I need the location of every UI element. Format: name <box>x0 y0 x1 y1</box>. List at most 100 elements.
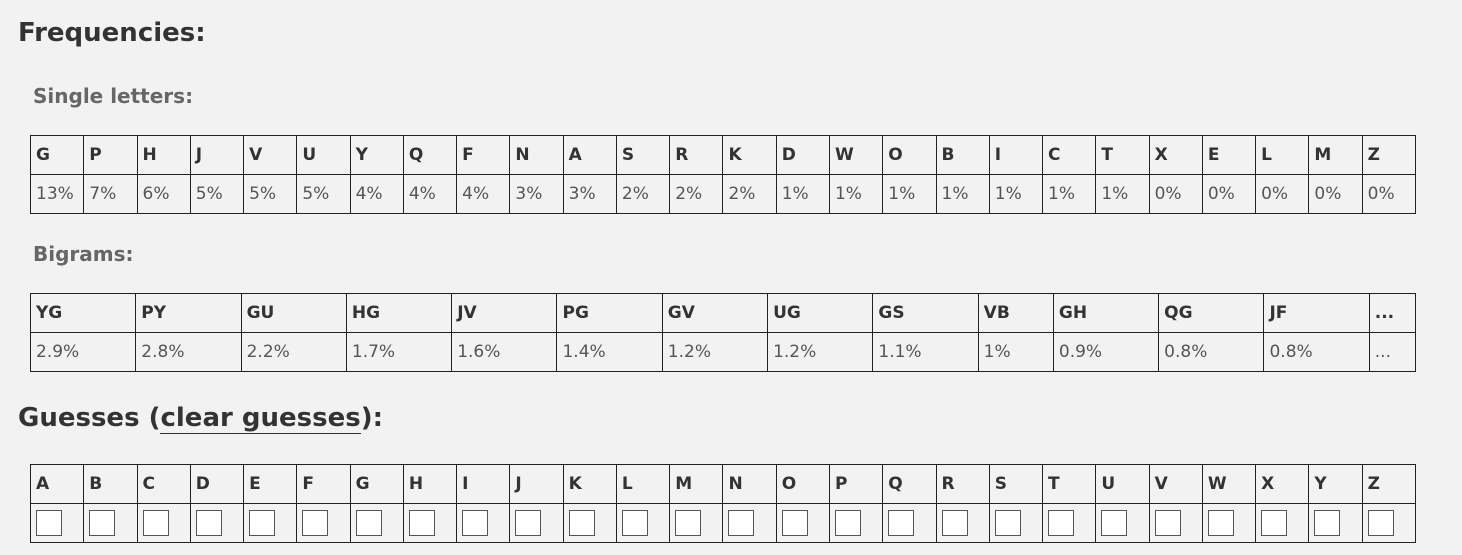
percent-cell: 1% <box>775 174 830 214</box>
guess-input-cell <box>1201 503 1257 543</box>
letter-cell: Q <box>402 135 458 175</box>
guess-input[interactable] <box>888 510 915 536</box>
bigram-percent-cell: 2.8% <box>135 332 242 372</box>
bigram-percent-cell: 0.8% <box>1158 332 1265 372</box>
guess-input[interactable] <box>408 510 435 536</box>
bigram-cell: PY <box>135 293 242 333</box>
guess-input[interactable] <box>36 510 62 536</box>
percent-cell: 1% <box>1095 174 1150 214</box>
letter-cell: F <box>456 135 511 175</box>
letter-cell: J <box>189 135 245 175</box>
percent-cell: 2% <box>669 174 724 214</box>
letter-cell: X <box>1148 135 1203 175</box>
guess-input[interactable] <box>834 510 861 536</box>
bigram-cell: YG <box>29 293 137 333</box>
letter-cell: N <box>509 135 564 175</box>
letter-cell: V <box>243 135 298 175</box>
bigram-percent-row: 2.9% 2.8% 2.2% 1.7% 1.6% 1.4% 1.2% 1.2% 1.1% 1% 0.… <box>29 332 1417 372</box>
letter-cell: R <box>669 135 724 175</box>
bigram-percent-cell: 1.2% <box>767 332 874 372</box>
bigrams-heading: Bigrams: <box>33 242 134 266</box>
guess-input-cell <box>615 503 671 543</box>
guess-input[interactable] <box>1048 510 1075 536</box>
guess-input[interactable] <box>1314 510 1341 536</box>
letter-cell: E <box>1201 135 1257 175</box>
guess-letter-cell: D <box>189 464 245 504</box>
guesses-heading-suffix: ): <box>360 403 383 433</box>
guess-input[interactable] <box>781 510 808 536</box>
guess-input[interactable] <box>568 510 595 536</box>
guess-input[interactable] <box>249 510 276 536</box>
guess-input[interactable] <box>1261 510 1288 536</box>
letter-cell: D <box>775 135 830 175</box>
guess-input[interactable] <box>195 510 222 536</box>
guess-input-cell <box>669 503 724 543</box>
guess-letter-cell: I <box>456 464 511 504</box>
percent-cell: 0% <box>1308 174 1363 214</box>
guess-input-cell <box>456 503 511 543</box>
percent-cell: 0% <box>1201 174 1257 214</box>
guess-input[interactable] <box>1154 510 1181 536</box>
bigram-percent-cell: 2.9% <box>29 332 137 372</box>
guess-input-cell <box>509 503 564 543</box>
percent-cell: 1% <box>988 174 1044 214</box>
letter-cell: M <box>1308 135 1363 175</box>
guess-input[interactable] <box>1367 510 1394 536</box>
guess-letter-cell: B <box>83 464 138 504</box>
clear-guesses-link[interactable]: clear guesses <box>160 403 361 434</box>
bigram-percent-cell: 1% <box>977 332 1054 372</box>
guess-input[interactable] <box>675 510 702 536</box>
letter-cell: W <box>828 135 884 175</box>
letter-cell: A <box>562 135 617 175</box>
guess-input[interactable] <box>462 510 489 536</box>
guess-letter-cell: V <box>1148 464 1203 504</box>
guess-input[interactable] <box>355 510 382 536</box>
bigram-percent-cell: 0.9% <box>1052 332 1160 372</box>
letter-cell: Y <box>349 135 404 175</box>
bigram-frequency-table: YG PY GU HG JV PG GV UG GS VB GH QG JF... 2.9% 2.8% 2.… <box>29 293 1417 372</box>
guess-input[interactable] <box>302 510 329 536</box>
guess-letter-cell: L <box>615 464 671 504</box>
bigram-cell: UG <box>767 293 874 333</box>
guess-input[interactable] <box>89 510 116 536</box>
guess-input-cell <box>1042 503 1097 543</box>
guess-input[interactable] <box>621 510 648 536</box>
letter-cell: B <box>935 135 990 175</box>
guess-letter-cell: Z <box>1361 464 1417 504</box>
percent-cell: 4% <box>456 174 511 214</box>
letter-cell: I <box>988 135 1044 175</box>
guess-input[interactable] <box>142 510 169 536</box>
guess-input-cell <box>562 503 617 543</box>
guess-input[interactable] <box>515 510 542 536</box>
guess-input-cell <box>988 503 1044 543</box>
guess-input-cell <box>83 503 138 543</box>
guess-letter-cell: F <box>296 464 351 504</box>
guess-letter-cell: J <box>509 464 564 504</box>
bigram-percent-cell: 1.1% <box>872 332 979 372</box>
guess-input[interactable] <box>728 510 755 536</box>
percent-cell: 2% <box>722 174 777 214</box>
percent-cell: 7% <box>83 174 138 214</box>
guess-input[interactable] <box>1207 510 1234 536</box>
guess-input[interactable] <box>1101 510 1128 536</box>
guess-letter-cell: C <box>136 464 191 504</box>
guess-letter-cell: E <box>243 464 298 504</box>
percent-cell: 5% <box>296 174 351 214</box>
bigram-percent-cell: 1.6% <box>451 332 558 372</box>
percent-cell: 13% <box>29 174 85 214</box>
guess-letter-cell: W <box>1201 464 1257 504</box>
letter-cell: Z <box>1361 135 1417 175</box>
guess-input-cell <box>402 503 458 543</box>
guess-input-cell <box>189 503 245 543</box>
guess-letter-cell: G <box>349 464 404 504</box>
guess-input[interactable] <box>994 510 1021 536</box>
percent-cell: 5% <box>189 174 245 214</box>
guess-input[interactable] <box>941 510 968 536</box>
guess-input-cell <box>296 503 351 543</box>
guess-input-cell <box>1148 503 1203 543</box>
guess-letter-cell: K <box>562 464 617 504</box>
